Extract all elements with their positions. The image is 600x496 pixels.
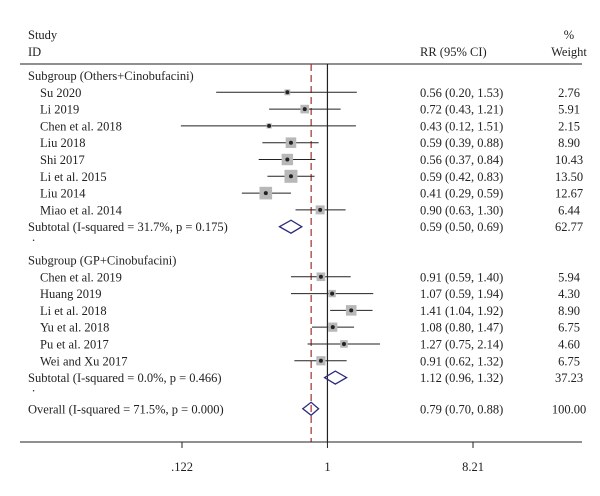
ci-text: 0.43 (0.12, 1.51) [420, 119, 503, 133]
point-estimate [330, 291, 335, 296]
weight-text: 12.67 [555, 187, 583, 201]
point-estimate [263, 191, 268, 196]
point-estimate [267, 123, 272, 128]
subgroup-label: Subgroup (GP+Cinobufacini) [28, 253, 176, 267]
point-estimate [302, 107, 307, 112]
subtotal-weight-text: 62.77 [555, 220, 583, 234]
x-tick-label: 1 [324, 460, 330, 474]
subtotal-label: Subtotal (I-squared = 0.0%, p = 0.466) [28, 371, 222, 385]
ci-text: 0.56 (0.37, 0.84) [420, 153, 503, 167]
weight-text: 10.43 [555, 153, 583, 167]
point-estimate [288, 174, 293, 179]
reference-lines [310, 64, 329, 442]
ci-text: 0.91 (0.59, 1.40) [420, 270, 503, 284]
header-percent: % [564, 28, 574, 42]
point-estimate [318, 207, 323, 212]
header-id: ID [28, 45, 41, 59]
point-estimate [349, 308, 354, 313]
overall-weight-text: 100.00 [552, 402, 586, 416]
subtotal-diamond [278, 219, 304, 234]
subtotal-diamond [323, 370, 348, 385]
spacer-dot: . [32, 230, 35, 244]
study-name: Chen et al. 2019 [40, 270, 122, 284]
ci-text: 1.07 (0.59, 1.94) [420, 287, 503, 301]
weight-text: 6.75 [558, 321, 580, 335]
weight-text: 4.60 [558, 337, 580, 351]
ci-text: 1.27 (0.75, 2.14) [420, 337, 503, 351]
study-name: Li et al. 2018 [40, 304, 107, 318]
header-study: Study [28, 28, 58, 42]
weight-text: 13.50 [555, 170, 583, 184]
ci-text: 0.72 (0.43, 1.21) [420, 103, 503, 117]
x-tick-label: .122 [171, 460, 193, 474]
study-name: Li 2019 [40, 103, 79, 117]
weight-text: 2.15 [558, 119, 580, 133]
weight-text: 5.91 [558, 103, 580, 117]
overall-diamond [301, 401, 320, 417]
study-name: Wei and Xu 2017 [40, 354, 128, 368]
weight-text: 4.30 [558, 287, 580, 301]
point-estimate [285, 157, 290, 162]
ci-text: 0.59 (0.42, 0.83) [420, 170, 503, 184]
weight-text: 2.76 [558, 86, 580, 100]
x-tick-label: 8.21 [462, 460, 484, 474]
study-name: Miao et al. 2014 [40, 203, 123, 217]
weight-text: 6.44 [558, 203, 581, 217]
study-name: Shi 2017 [40, 153, 85, 167]
x-axis-ticks: .122 1 8.21 [171, 442, 484, 474]
point-estimate [341, 341, 346, 346]
ci-text: 1.41 (1.04, 1.92) [420, 304, 503, 318]
weight-text: 8.90 [558, 136, 580, 150]
overall-ci-text: 0.79 (0.70, 0.88) [420, 402, 503, 416]
study-name: Yu et al. 2018 [40, 321, 109, 335]
weight-text: 6.75 [558, 354, 580, 368]
weight-text: 5.94 [558, 270, 581, 284]
point-estimate [330, 325, 335, 330]
point-estimate [318, 274, 323, 279]
overall-label: Overall (I-squared = 71.5%, p = 0.000) [28, 402, 224, 416]
study-name: Li et al. 2015 [40, 170, 107, 184]
ci-text: 0.90 (0.63, 1.30) [420, 203, 503, 217]
subgroup-label: Subgroup (Others+Cinobufacini) [28, 69, 194, 83]
point-estimate [318, 358, 323, 363]
subtotal-ci-text: 0.59 (0.50, 0.69) [420, 220, 503, 234]
ci-text: 0.91 (0.62, 1.32) [420, 354, 503, 368]
study-name: Su 2020 [40, 86, 81, 100]
ci-text: 0.56 (0.20, 1.53) [420, 86, 503, 100]
study-name: Chen et al. 2018 [40, 119, 122, 133]
study-name: Pu et al. 2017 [40, 337, 109, 351]
header-weight: Weight [551, 45, 587, 59]
plot-header: Study ID RR (95% CI) % Weight [28, 28, 587, 59]
study-name: Huang 2019 [40, 287, 101, 301]
spacer-dot: . [32, 381, 35, 395]
header-rr: RR (95% CI) [420, 45, 487, 59]
point-estimate [285, 90, 290, 95]
ci-text: 1.08 (0.80, 1.47) [420, 321, 503, 335]
weight-text: 8.90 [558, 304, 580, 318]
study-name: Liu 2018 [40, 136, 85, 150]
study-name: Liu 2014 [40, 187, 86, 201]
ci-text: 0.59 (0.39, 0.88) [420, 136, 503, 150]
subtotal-label: Subtotal (I-squared = 31.7%, p = 0.175) [28, 220, 228, 234]
subtotal-ci-text: 1.12 (0.96, 1.32) [420, 371, 503, 385]
point-estimate [288, 140, 293, 145]
plot-rows: Subgroup (Others+Cinobufacini) Su 2020 0.5… [28, 69, 586, 416]
ci-text: 0.41 (0.29, 0.59) [420, 187, 503, 201]
subtotal-weight-text: 37.23 [555, 371, 583, 385]
